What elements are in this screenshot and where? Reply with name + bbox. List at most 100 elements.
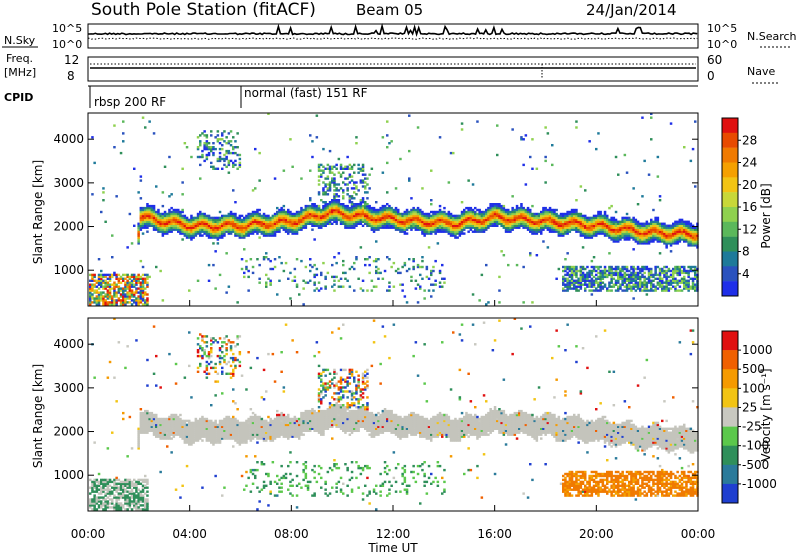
- heatmap-cell: [617, 173, 620, 176]
- heatmap-cell: [652, 273, 655, 277]
- heatmap-cell: [135, 291, 138, 294]
- heatmap-cell: [632, 230, 635, 233]
- heatmap-cell: [531, 220, 534, 223]
- heatmap-cell: [689, 287, 693, 290]
- heatmap-cell: [610, 281, 613, 284]
- heatmap-cell: [537, 230, 541, 233]
- freq-unit: [MHz]: [4, 66, 36, 79]
- heatmap-cell: [619, 220, 622, 223]
- heatmap-cell: [276, 216, 279, 220]
- heatmap-cell: [260, 228, 264, 231]
- heatmap-cell: [205, 155, 209, 159]
- heatmap-cell: [504, 218, 508, 222]
- heatmap-cell: [152, 413, 156, 417]
- heatmap-cell: [621, 228, 624, 231]
- heatmap-cell: [687, 289, 690, 292]
- heatmap-cell: [515, 206, 519, 210]
- heatmap-cell: [540, 224, 543, 227]
- heatmap-cell: [196, 147, 200, 151]
- heatmap-cell: [278, 220, 281, 223]
- heatmap-cell: [463, 218, 466, 222]
- heatmap-cell: [531, 230, 534, 233]
- heatmap-cell: [339, 218, 343, 222]
- heatmap-cell: [238, 228, 242, 231]
- heatmap-cell: [100, 299, 103, 302]
- heatmap-cell: [603, 271, 607, 275]
- heatmap-cell: [551, 208, 554, 212]
- heatmap-cell: [678, 238, 682, 241]
- heatmap-cell: [685, 285, 688, 288]
- heatmap-cell: [166, 214, 169, 218]
- heatmap-cell: [91, 297, 94, 300]
- heatmap-cell: [636, 230, 640, 233]
- heatmap-cell: [214, 220, 217, 223]
- heatmap-cell: [157, 210, 160, 214]
- heatmap-cell: [141, 214, 145, 218]
- heatmap-cell: [456, 220, 459, 223]
- heatmap-cell: [562, 218, 565, 222]
- heatmap-cell: [254, 230, 257, 233]
- heatmap-cell: [361, 199, 365, 202]
- heatmap-cell: [597, 271, 600, 275]
- heatmap-cell: [599, 210, 602, 214]
- heatmap-cell: [414, 208, 418, 212]
- heatmap-cell: [579, 230, 583, 233]
- heatmap-cell: [601, 224, 605, 227]
- heatmap-cell: [214, 234, 217, 237]
- heatmap-cell: [595, 224, 598, 227]
- heatmap-cell: [394, 222, 398, 225]
- heatmap-cell: [535, 167, 539, 170]
- heatmap-cell: [680, 222, 684, 225]
- heatmap-cell: [658, 279, 662, 282]
- heatmap-cell: [122, 277, 125, 280]
- heatmap-cell: [645, 265, 649, 269]
- heatmap-cell: [432, 283, 435, 286]
- heatmap-cell: [625, 234, 629, 237]
- heatmap-cell: [687, 271, 690, 275]
- heatmap-cell: [628, 279, 631, 282]
- heatmap-cell: [491, 210, 495, 214]
- heatmap-cell: [667, 228, 671, 231]
- heatmap-cell: [100, 277, 103, 280]
- heatmap-cell: [117, 291, 121, 294]
- heatmap-cell: [130, 273, 134, 277]
- heatmap-cell: [212, 236, 215, 239]
- heatmap-cell: [135, 279, 138, 282]
- heatmap-cell: [557, 218, 561, 222]
- heatmap-cell: [394, 210, 398, 214]
- heatmap-cell: [570, 279, 574, 282]
- heatmap-cell: [423, 289, 426, 292]
- heatmap-cell: [124, 488, 127, 491]
- heatmap-cell: [674, 240, 677, 243]
- heatmap-cell: [320, 163, 323, 167]
- heatmap-cell: [553, 212, 556, 216]
- heatmap-cell: [672, 279, 675, 282]
- heatmap-cell: [157, 226, 160, 229]
- heatmap-cell: [203, 228, 206, 231]
- heatmap-cell: [212, 151, 215, 155]
- heatmap-cell: [614, 222, 618, 225]
- heatmap-cell: [570, 265, 574, 269]
- heatmap-cell: [346, 183, 349, 186]
- heatmap-cell: [564, 224, 567, 227]
- heatmap-cell: [691, 277, 695, 280]
- heatmap-cell: [608, 273, 611, 277]
- heatmap-cell: [680, 281, 684, 284]
- heatmap-cell: [498, 220, 501, 223]
- heatmap-cell: [487, 210, 490, 214]
- heatmap-cell: [595, 216, 598, 220]
- heatmap-cell: [612, 283, 616, 286]
- heatmap-cell: [302, 226, 305, 229]
- heatmap-cell: [566, 271, 569, 275]
- heatmap-cell: [643, 289, 646, 292]
- heatmap-cell: [421, 220, 424, 223]
- heatmap-cell: [177, 208, 180, 212]
- heatmap-cell: [144, 273, 147, 277]
- heatmap-cell: [133, 502, 136, 505]
- heatmap-cell: [656, 236, 660, 239]
- heatmap-cell: [625, 279, 629, 282]
- heatmap-cell: [595, 265, 598, 269]
- heatmap-cell: [155, 224, 158, 227]
- heatmap-cell: [612, 238, 616, 241]
- heatmap-cell: [621, 275, 624, 279]
